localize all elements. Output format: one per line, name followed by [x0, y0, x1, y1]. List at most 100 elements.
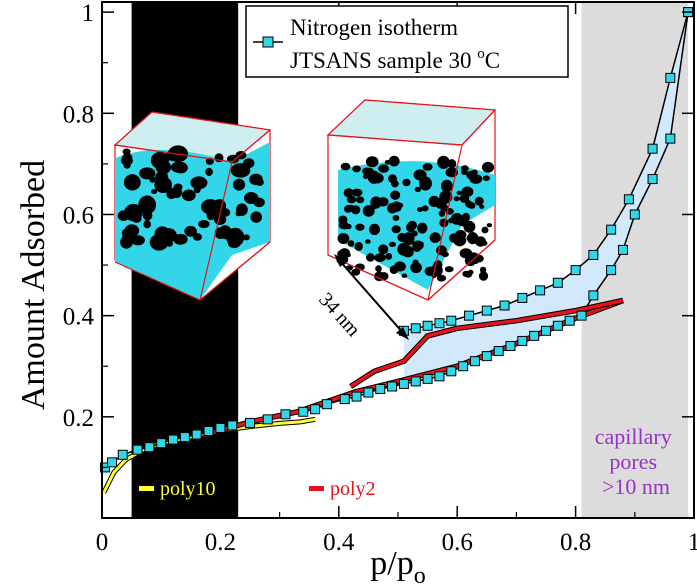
desorption-point-12 [464, 310, 475, 321]
particle [385, 252, 393, 260]
adsorption-point-11 [227, 420, 238, 431]
particle [453, 196, 460, 202]
adsorption-point-42 [629, 209, 640, 220]
particle [444, 266, 454, 273]
particle [402, 232, 415, 246]
particle [456, 217, 470, 227]
particle [364, 167, 374, 175]
particle [151, 189, 158, 195]
right-packing-box-illustration [326, 99, 497, 301]
scale-arrow [334, 254, 409, 340]
particle [354, 241, 363, 251]
particle [345, 204, 356, 212]
adsorption-point-24 [410, 376, 421, 387]
x-tick-label-1: 0.2 [205, 529, 236, 556]
poly2-line-4 [349, 298, 624, 388]
particle [227, 237, 241, 249]
particle [412, 259, 419, 266]
adsorption-point-16 [310, 404, 321, 415]
y-tick-label-0: 0.2 [63, 405, 94, 432]
particle [337, 233, 350, 244]
adsorption-point-21 [375, 384, 386, 394]
particle [441, 251, 449, 258]
data-markers [99, 7, 694, 473]
particle [456, 190, 463, 196]
particle [411, 230, 418, 237]
particle [429, 232, 441, 244]
desorption-point-15 [422, 320, 433, 331]
desorption-point-2 [647, 143, 658, 154]
particle [155, 171, 169, 184]
capillary-line-2: pores [609, 449, 657, 474]
desorption-point-9 [517, 292, 528, 303]
particle [173, 183, 183, 191]
particle [434, 197, 447, 209]
desorption-point-1 [665, 72, 676, 83]
particle [486, 223, 493, 228]
particle [143, 220, 151, 229]
particle [394, 261, 406, 272]
desorption-point-10 [499, 300, 510, 311]
particle [436, 274, 447, 282]
particle [417, 222, 428, 234]
particle [466, 170, 477, 180]
particle [419, 176, 432, 191]
particle [392, 215, 400, 221]
poly2-label: poly2 [330, 478, 376, 500]
particle [432, 262, 442, 270]
adsorption-point-17 [321, 399, 332, 410]
particle [410, 262, 422, 274]
particle [351, 268, 361, 276]
particle [235, 211, 242, 217]
particle [351, 188, 363, 197]
capillary-line-3: >10 nm [602, 474, 670, 499]
particle [467, 252, 480, 263]
particle [439, 218, 449, 228]
particle [417, 207, 424, 212]
adsorption-point-32 [505, 341, 516, 351]
adsorption-point-39 [588, 290, 599, 301]
particle [230, 163, 251, 178]
particle [365, 156, 379, 168]
desorption-point-6 [570, 265, 581, 276]
adsorption-point-34 [529, 330, 540, 341]
particle [378, 164, 390, 173]
particle [354, 263, 365, 271]
particle [374, 253, 386, 263]
particle [391, 225, 401, 234]
particle [166, 188, 177, 200]
particle [397, 242, 411, 256]
adsorption-point-43 [647, 174, 658, 185]
particle [406, 222, 416, 233]
particle [378, 244, 389, 255]
particle [369, 223, 380, 235]
adsorption-point-15 [298, 406, 309, 417]
adsorption-point-30 [481, 351, 492, 362]
particle [173, 233, 188, 245]
adsorption-point-19 [351, 391, 362, 402]
adsorption-point-1 [107, 457, 118, 468]
particle [466, 235, 473, 242]
particle [388, 155, 400, 167]
particle [482, 175, 490, 181]
particle [221, 208, 231, 217]
adsorption-point-14 [280, 409, 291, 420]
particle [121, 153, 133, 165]
particle [232, 178, 246, 191]
left-packing-box-illustration [113, 111, 272, 301]
particle [190, 176, 208, 190]
particle [244, 192, 259, 204]
particle [418, 241, 424, 246]
desorption-point-14 [434, 318, 445, 329]
particle [250, 211, 262, 223]
desorption-point-8 [535, 285, 546, 296]
particle [479, 204, 485, 209]
particle [355, 223, 365, 231]
desorption-point-4 [606, 224, 617, 235]
particle [390, 190, 401, 200]
poly10-label: poly10 [160, 478, 216, 500]
particle [341, 252, 349, 259]
particle [375, 265, 382, 272]
x-tick-label-2: 0.4 [323, 529, 355, 556]
adsorption-point-6 [168, 434, 179, 445]
